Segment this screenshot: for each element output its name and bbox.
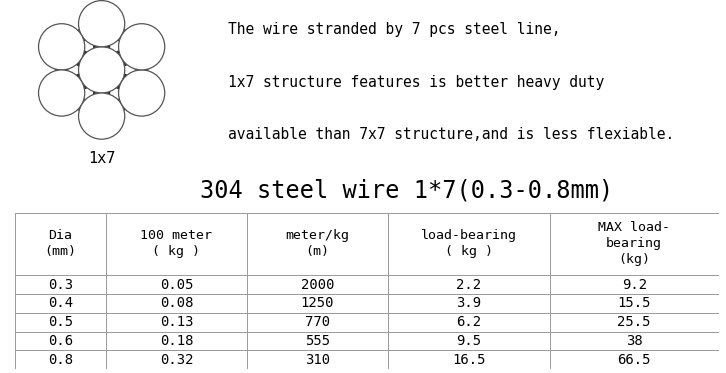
Text: available than 7x7 structure,and is less flexiable.: available than 7x7 structure,and is less…: [228, 127, 674, 142]
Text: 1250: 1250: [301, 297, 334, 310]
Text: 0.5: 0.5: [48, 315, 73, 329]
Circle shape: [118, 24, 165, 70]
Circle shape: [118, 70, 165, 116]
Text: 9.5: 9.5: [456, 334, 481, 348]
Text: 6.2: 6.2: [456, 315, 481, 329]
Circle shape: [115, 98, 128, 111]
Text: 0.32: 0.32: [160, 353, 193, 367]
Text: 310: 310: [305, 353, 330, 367]
Text: 2000: 2000: [301, 278, 334, 292]
Text: Dia
(mm): Dia (mm): [44, 229, 76, 258]
Text: 555: 555: [305, 334, 330, 348]
Text: 0.8: 0.8: [48, 353, 73, 367]
Circle shape: [56, 64, 68, 76]
Text: The wire stranded by 7 pcs steel line,: The wire stranded by 7 pcs steel line,: [228, 22, 560, 37]
Circle shape: [114, 73, 129, 90]
Text: 0.4: 0.4: [48, 297, 73, 310]
Circle shape: [114, 50, 129, 66]
Text: 0.6: 0.6: [48, 334, 73, 348]
Text: 38: 38: [626, 334, 643, 348]
Circle shape: [94, 39, 110, 55]
Text: 1x7 structure features is better heavy duty: 1x7 structure features is better heavy d…: [228, 75, 604, 90]
Circle shape: [74, 73, 89, 90]
Circle shape: [74, 50, 89, 66]
Circle shape: [38, 70, 85, 116]
Text: 16.5: 16.5: [452, 353, 486, 367]
Text: meter/kg
(m): meter/kg (m): [285, 229, 349, 258]
Text: 25.5: 25.5: [618, 315, 651, 329]
Circle shape: [76, 98, 88, 111]
Circle shape: [76, 29, 88, 41]
Text: 0.3: 0.3: [48, 278, 73, 292]
Circle shape: [78, 93, 125, 139]
Text: MAX load-
bearing
(kg): MAX load- bearing (kg): [598, 222, 670, 266]
Text: 66.5: 66.5: [618, 353, 651, 367]
Text: 0.05: 0.05: [160, 278, 193, 292]
Text: 304 steel wire 1*7(0.3-0.8mm): 304 steel wire 1*7(0.3-0.8mm): [200, 179, 613, 203]
Text: 100 meter
( kg ): 100 meter ( kg ): [141, 229, 213, 258]
Text: 9.2: 9.2: [621, 278, 647, 292]
Text: 770: 770: [305, 315, 330, 329]
Text: 0.08: 0.08: [160, 297, 193, 310]
Text: load-bearing
( kg ): load-bearing ( kg ): [421, 229, 517, 258]
Text: 1x7: 1x7: [88, 151, 115, 166]
Text: 2.2: 2.2: [456, 278, 481, 292]
Circle shape: [115, 29, 128, 41]
Text: 15.5: 15.5: [618, 297, 651, 310]
Text: 3.9: 3.9: [456, 297, 481, 310]
Circle shape: [38, 24, 85, 70]
Circle shape: [78, 1, 125, 47]
Text: 0.13: 0.13: [160, 315, 193, 329]
Circle shape: [136, 64, 147, 76]
Circle shape: [94, 85, 110, 101]
Text: 0.18: 0.18: [160, 334, 193, 348]
Circle shape: [78, 47, 125, 93]
